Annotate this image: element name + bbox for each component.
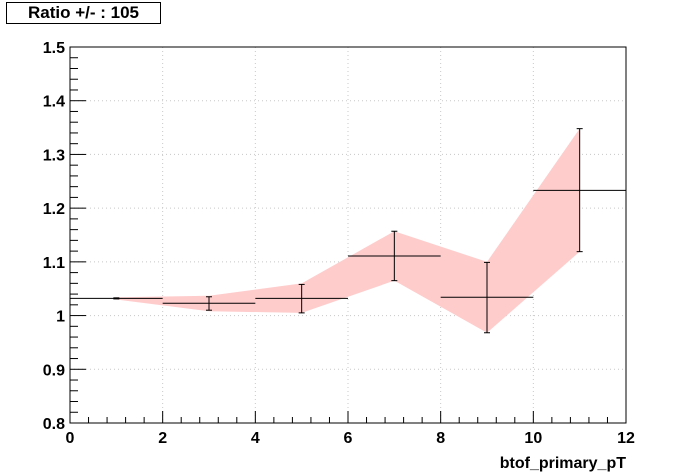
data-points-layer bbox=[70, 128, 626, 334]
x-tick-label: 12 bbox=[617, 430, 635, 447]
data-point bbox=[255, 283, 348, 314]
data-point bbox=[440, 261, 534, 334]
x-tick-label: 2 bbox=[158, 430, 167, 447]
data-point bbox=[162, 296, 256, 311]
x-tick-label: 8 bbox=[436, 430, 445, 447]
y-tick-label: 1.3 bbox=[43, 147, 65, 164]
error-band bbox=[116, 128, 580, 333]
y-tick-label: 1.4 bbox=[43, 94, 65, 111]
error-band-layer bbox=[116, 128, 580, 333]
axes-layer bbox=[69, 46, 627, 424]
data-point bbox=[348, 230, 441, 282]
data-point bbox=[70, 297, 163, 300]
y-tick-label: 1 bbox=[56, 309, 65, 326]
x-axis-title: btof_primary_pT bbox=[500, 455, 626, 472]
x-tick-label: 10 bbox=[524, 430, 542, 447]
x-tick-label: 6 bbox=[344, 430, 353, 447]
y-tick-label: 1.2 bbox=[43, 201, 65, 218]
x-tick-label: 4 bbox=[251, 430, 260, 447]
y-tick-label: 0.9 bbox=[43, 362, 65, 379]
data-point bbox=[533, 128, 626, 253]
chart-title: Ratio +/- : 105 bbox=[6, 2, 161, 24]
y-tick-label: 1.1 bbox=[43, 255, 65, 272]
tick-labels-layer: 0 2 4 6 8 10 12 0.8 0.9 1 1.1 1.2 1.3 1.4 1.5 bbox=[43, 40, 635, 447]
y-tick-label: 0.8 bbox=[43, 416, 65, 433]
x-tick-label: 0 bbox=[66, 430, 75, 447]
y-tick-label: 1.5 bbox=[43, 40, 65, 57]
